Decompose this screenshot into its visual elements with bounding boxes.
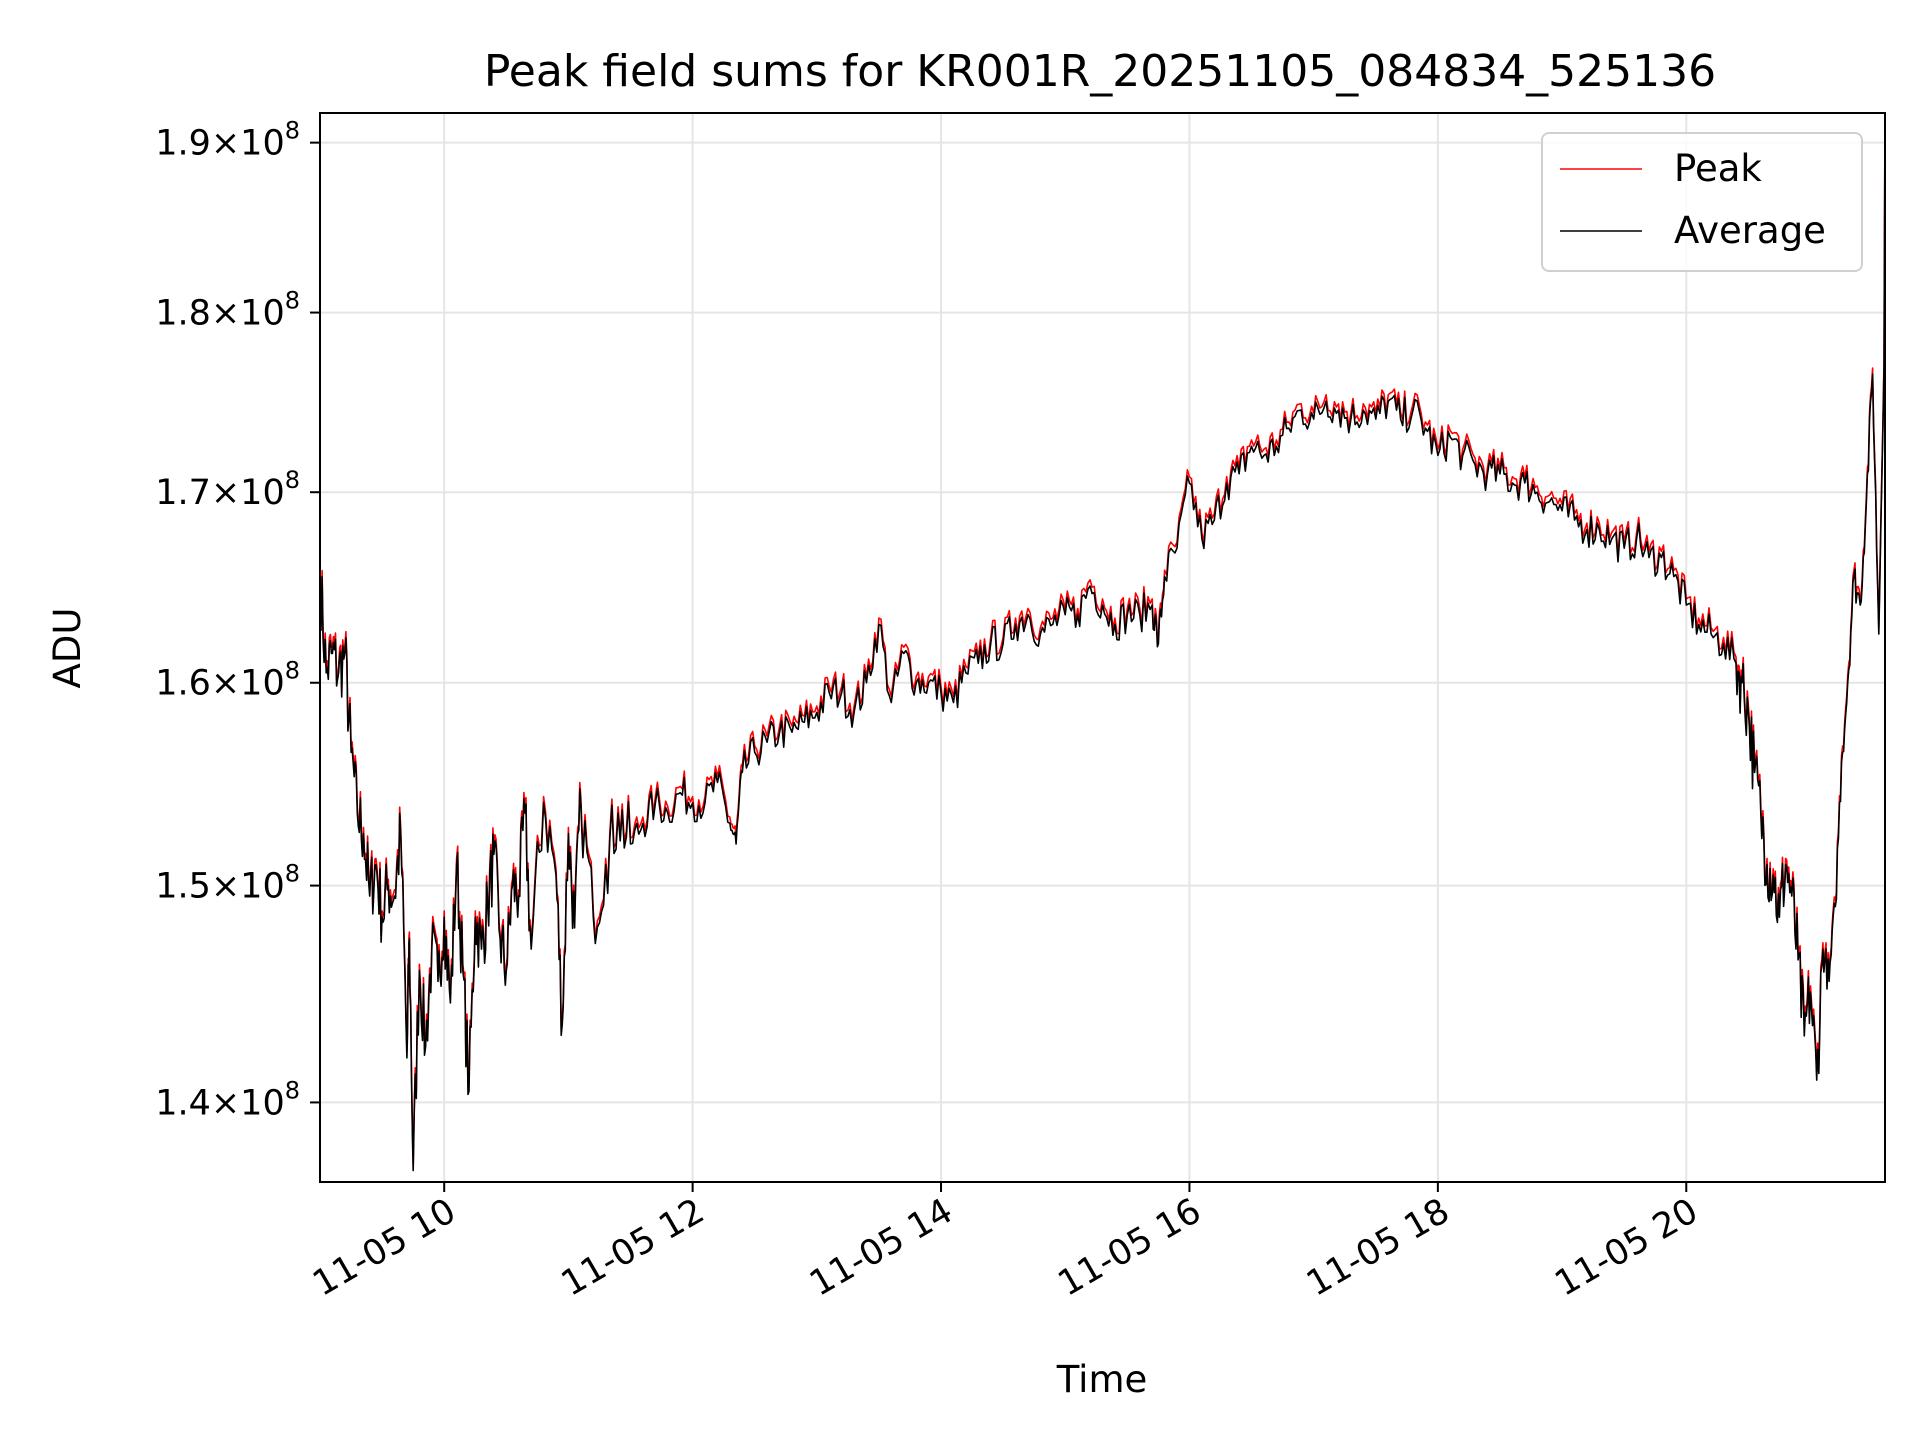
- y-tick-label: 1.7×108: [155, 466, 300, 513]
- legend-label-average: Average: [1674, 209, 1826, 252]
- plot-frame: [319, 112, 1886, 1183]
- x-axis-label: Time: [1056, 1358, 1148, 1401]
- legend-box: [1541, 132, 1863, 272]
- legend: Peak Average: [1541, 132, 1863, 272]
- chart-title: Peak field sums for KR001R_20251105_0848…: [484, 46, 1716, 97]
- grid-layer: [320, 113, 1885, 1182]
- series-line-average: [320, 117, 1885, 1172]
- y-tick-label: 1.5×108: [155, 860, 300, 907]
- y-tick-label: 1.6×108: [155, 657, 300, 704]
- y-axis-label: ADU: [46, 608, 89, 689]
- series-line-peak: [320, 113, 1885, 1165]
- legend-label-peak: Peak: [1674, 147, 1762, 190]
- y-tick-label: 1.4×108: [155, 1076, 300, 1123]
- y-tick-label: 1.8×108: [155, 287, 300, 334]
- series-layer: [320, 113, 1885, 1172]
- y-tick-label: 1.9×108: [155, 117, 300, 164]
